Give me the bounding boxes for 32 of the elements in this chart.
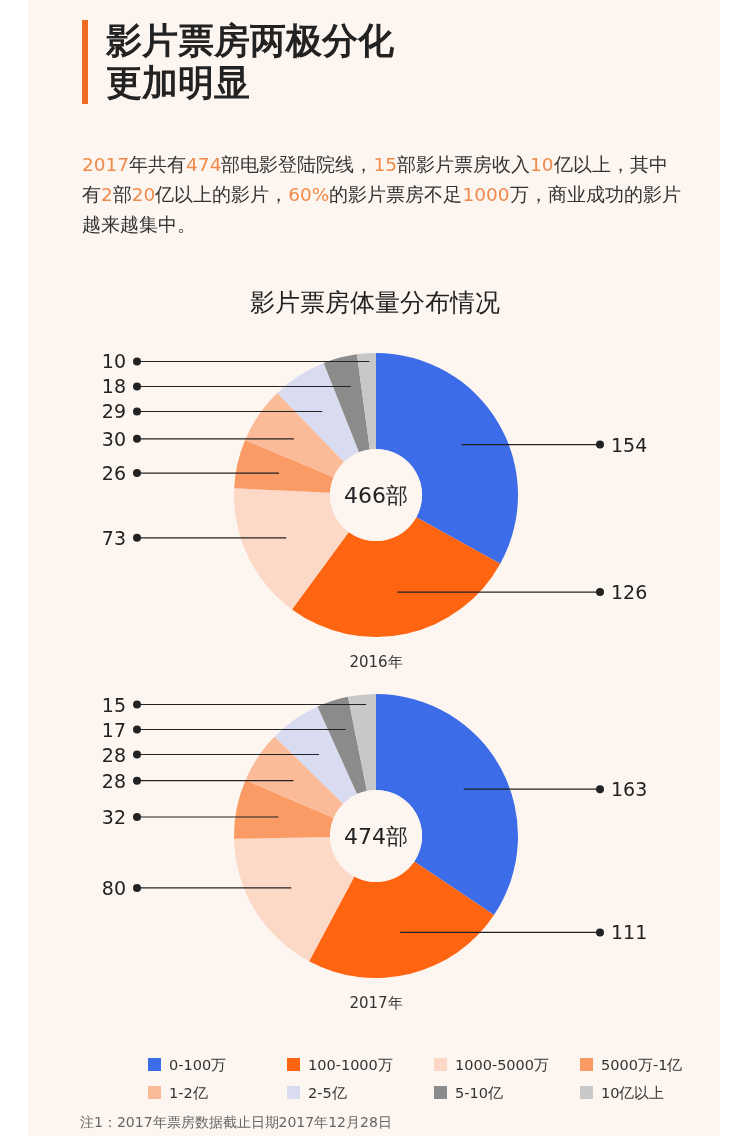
data-label: 15	[101, 693, 126, 716]
data-label: 28	[101, 743, 126, 766]
data-label: 111	[611, 921, 648, 944]
text: 466部	[344, 483, 408, 508]
text: 474部	[344, 824, 408, 849]
data-label: 10	[101, 350, 126, 373]
text: 注1：2017年票房数据截止日期2017年12月28日	[80, 1114, 392, 1130]
chart-title: 影片票房两极分化更加明显	[82, 20, 426, 104]
data-label: 17	[101, 718, 126, 741]
text: 2017年共有474部电影登陆院线，15部影片票房收入10亿以上，其中有2部20亿以上的影片，60%的影片票房不足1000万，商业成功的影片越来越集中。	[82, 154, 681, 235]
legend-label: 5-10亿	[455, 1085, 503, 1101]
data-label: 30	[101, 427, 126, 450]
data-label: 18	[101, 375, 126, 398]
data-label: 26	[101, 462, 126, 485]
legend-label: 0-100万	[169, 1057, 227, 1073]
data-label: 126	[611, 581, 648, 604]
data-label: 29	[101, 400, 126, 423]
text: 影片票房体量分布情况	[250, 288, 500, 317]
data-label: 32	[101, 806, 126, 829]
legend-label: 2-5亿	[308, 1085, 347, 1101]
data-label: 163	[611, 778, 648, 801]
data-label: 154	[611, 433, 648, 456]
data-label: 80	[101, 876, 126, 899]
data-label: 28	[101, 769, 126, 792]
legend-label: 1-2亿	[169, 1085, 208, 1101]
legend-label: 10亿以上	[601, 1085, 665, 1101]
text: 2017年	[349, 994, 403, 1012]
legend-label: 5000万-1亿	[601, 1057, 683, 1073]
legend-label: 1000-5000万	[455, 1057, 550, 1073]
text: 2016年	[349, 653, 403, 671]
legend-label: 100-1000万	[308, 1057, 393, 1073]
data-label: 73	[101, 526, 126, 549]
